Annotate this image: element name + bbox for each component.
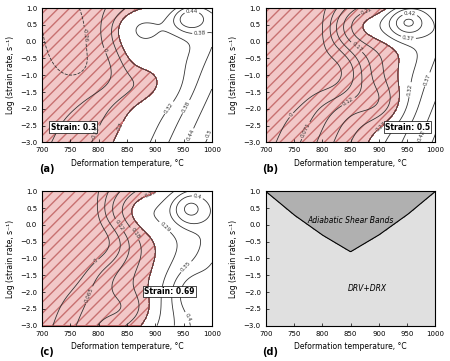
Y-axis label: Log (strain rate, s⁻¹): Log (strain rate, s⁻¹) xyxy=(229,36,238,114)
Text: DRV+DRX: DRV+DRX xyxy=(348,283,387,292)
X-axis label: Deformation temperature, °C: Deformation temperature, °C xyxy=(71,342,183,351)
Text: 0.12: 0.12 xyxy=(114,219,125,232)
Text: (c): (c) xyxy=(39,347,54,357)
Text: (d): (d) xyxy=(262,347,278,357)
Text: Adiabatic Shear Bands: Adiabatic Shear Bands xyxy=(307,216,394,225)
Text: 0.44: 0.44 xyxy=(185,129,195,142)
Text: 0.23: 0.23 xyxy=(144,190,157,199)
Text: 0.44: 0.44 xyxy=(186,9,198,14)
Text: 0.065: 0.065 xyxy=(84,287,94,303)
Text: 0.38: 0.38 xyxy=(181,100,191,113)
Text: 0.4: 0.4 xyxy=(184,312,192,322)
Y-axis label: Log (strain rate, s⁻¹): Log (strain rate, s⁻¹) xyxy=(229,219,238,297)
Text: 0.22: 0.22 xyxy=(360,6,374,16)
X-axis label: Deformation temperature, °C: Deformation temperature, °C xyxy=(71,159,183,168)
Text: 0: 0 xyxy=(102,48,108,53)
Text: -0.26: -0.26 xyxy=(82,28,89,43)
Text: 0.37: 0.37 xyxy=(402,35,415,42)
Text: 0.27: 0.27 xyxy=(375,121,387,132)
Text: 0.071: 0.071 xyxy=(300,122,311,139)
Text: 0.5: 0.5 xyxy=(206,129,214,139)
Text: 0.4: 0.4 xyxy=(193,193,202,200)
Text: Strain: 0.5: Strain: 0.5 xyxy=(385,123,430,132)
Text: 0.32: 0.32 xyxy=(163,101,175,114)
Y-axis label: Log (strain rate, s⁻¹): Log (strain rate, s⁻¹) xyxy=(5,36,14,114)
Text: 0.17: 0.17 xyxy=(351,41,363,53)
Text: 0.35: 0.35 xyxy=(180,261,192,273)
Text: 0.12: 0.12 xyxy=(342,96,355,107)
Text: 0.13: 0.13 xyxy=(91,126,101,139)
Text: 0.2: 0.2 xyxy=(117,121,125,131)
Text: 0.29: 0.29 xyxy=(158,221,171,233)
X-axis label: Deformation temperature, °C: Deformation temperature, °C xyxy=(294,159,407,168)
Text: 0.37: 0.37 xyxy=(423,73,432,86)
Text: 0.42: 0.42 xyxy=(417,129,426,142)
Text: 0.42: 0.42 xyxy=(404,11,416,16)
Text: 0: 0 xyxy=(288,112,294,118)
Text: 0.38: 0.38 xyxy=(194,31,206,36)
Text: Strain: 0.69: Strain: 0.69 xyxy=(144,287,194,296)
Y-axis label: Log (strain rate, s⁻¹): Log (strain rate, s⁻¹) xyxy=(5,219,14,297)
Text: (a): (a) xyxy=(39,164,54,174)
Text: 0.18: 0.18 xyxy=(129,227,140,240)
Text: 0: 0 xyxy=(93,258,99,264)
Text: 0.32: 0.32 xyxy=(407,83,414,96)
Text: Strain: 0.3: Strain: 0.3 xyxy=(50,123,96,132)
X-axis label: Deformation temperature, °C: Deformation temperature, °C xyxy=(294,342,407,351)
Text: (b): (b) xyxy=(262,164,279,174)
